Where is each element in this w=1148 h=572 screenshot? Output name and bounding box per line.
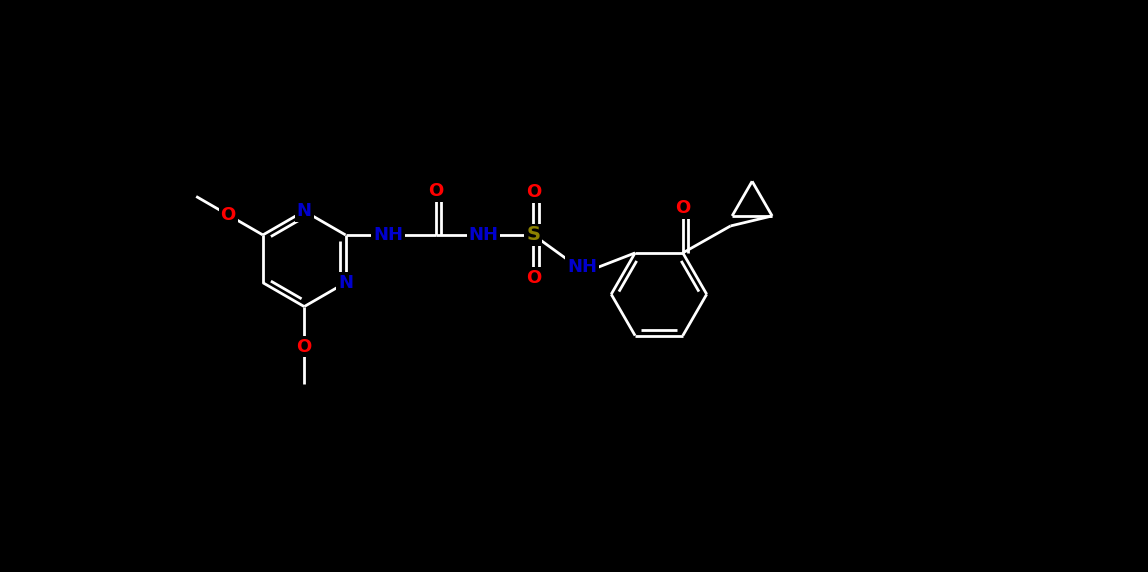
Text: S: S xyxy=(527,225,541,244)
Text: N: N xyxy=(338,273,354,292)
Text: O: O xyxy=(296,337,312,356)
Text: NH: NH xyxy=(373,226,403,244)
Text: O: O xyxy=(428,182,443,200)
Text: O: O xyxy=(220,206,235,224)
Text: O: O xyxy=(675,199,690,217)
Text: N: N xyxy=(296,202,312,220)
Text: NH: NH xyxy=(567,259,597,276)
Text: NH: NH xyxy=(468,226,498,244)
Text: O: O xyxy=(526,269,541,287)
Text: O: O xyxy=(526,183,541,201)
